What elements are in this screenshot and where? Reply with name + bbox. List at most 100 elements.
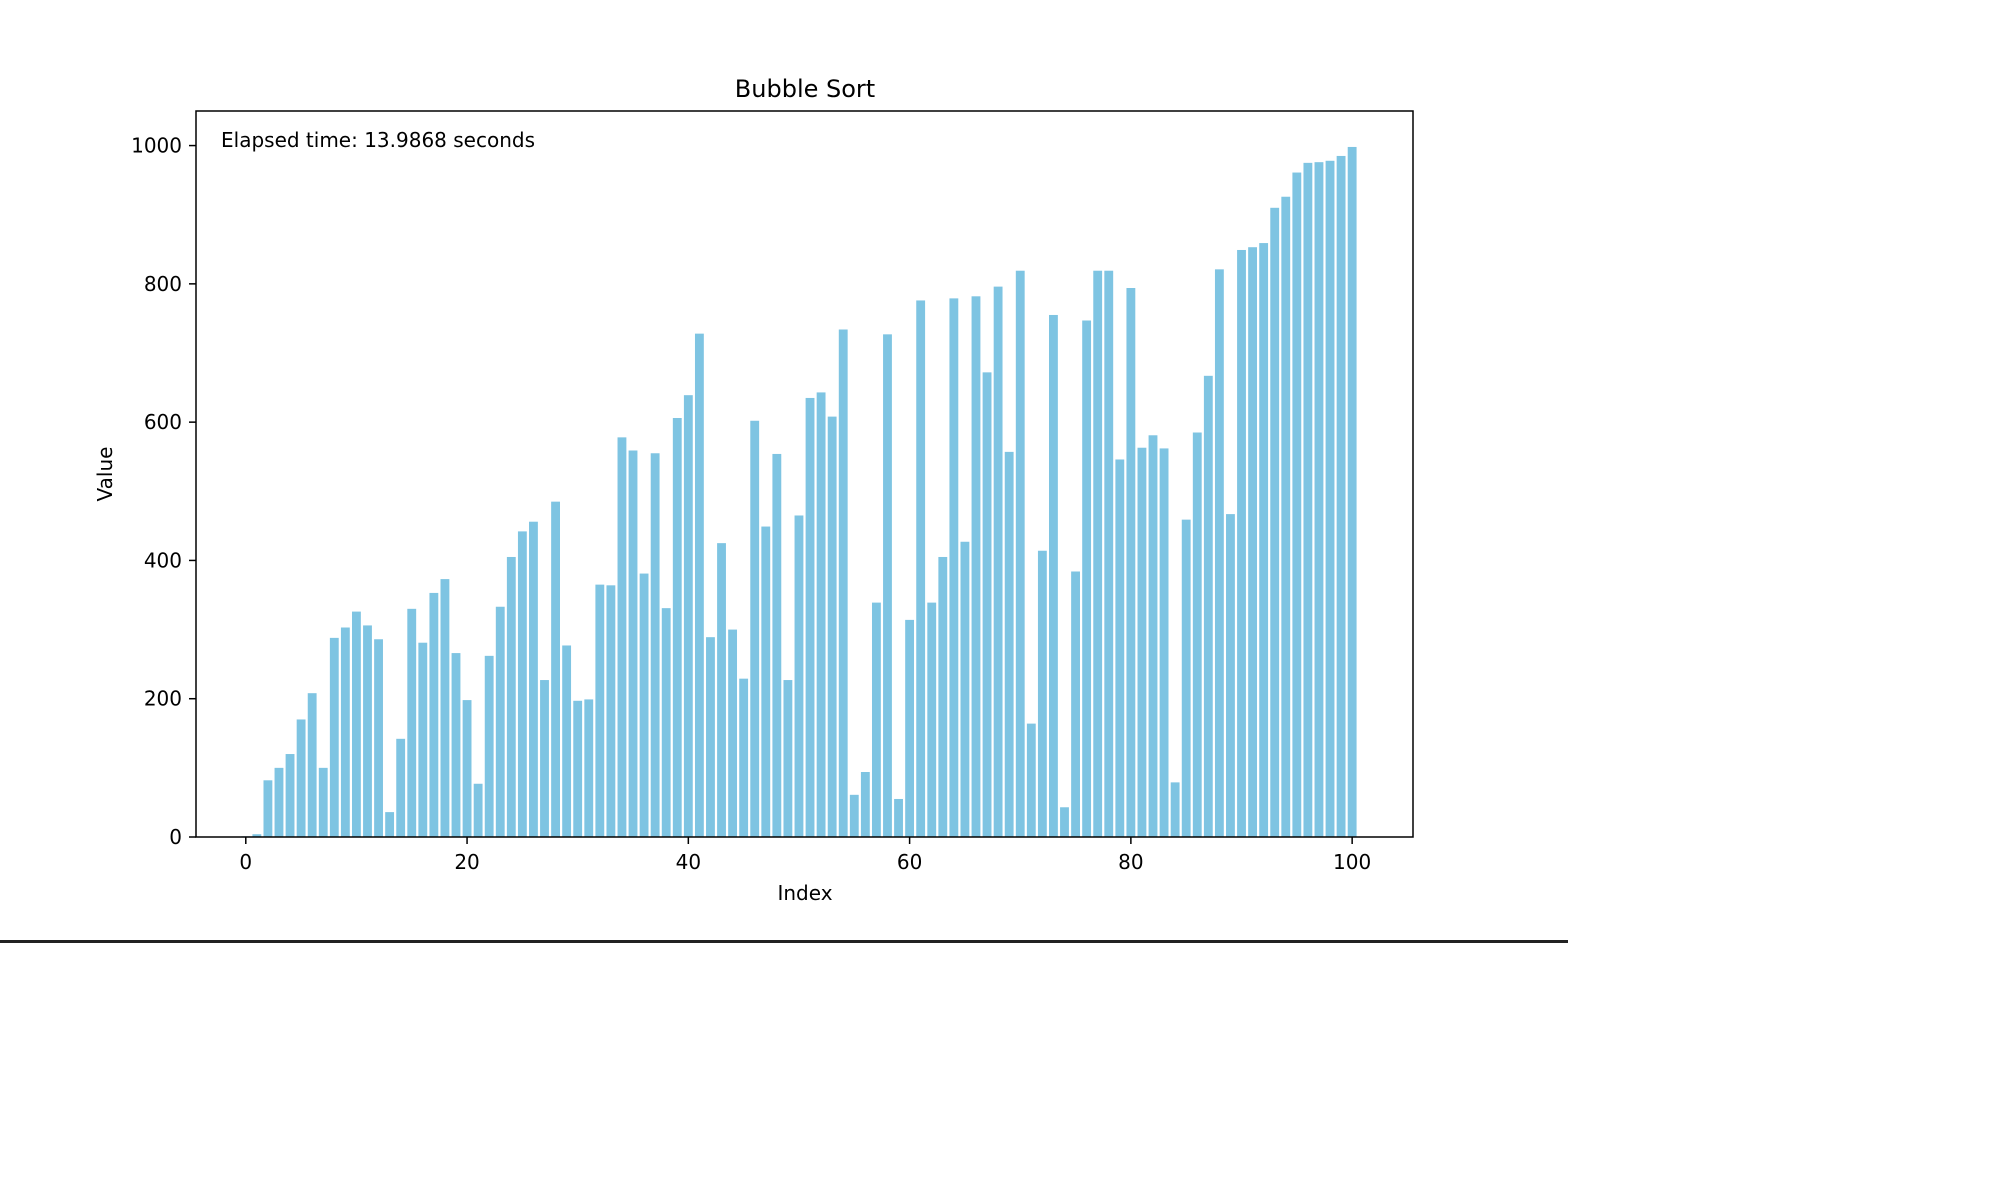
- bar: [1347, 146, 1357, 837]
- bar: [672, 417, 682, 837]
- x-tick-label: 0: [239, 850, 252, 874]
- bar: [517, 531, 527, 837]
- bar: [1159, 448, 1169, 837]
- bar: [451, 653, 461, 837]
- y-tick-label: 0: [169, 825, 182, 849]
- bar: [750, 420, 760, 837]
- bar: [506, 556, 516, 837]
- y-tick-label: 800: [144, 272, 182, 296]
- bar: [871, 602, 881, 837]
- y-tick-label: 1000: [131, 134, 182, 158]
- bar: [1259, 243, 1269, 837]
- bar: [495, 606, 505, 837]
- y-tick-label: 200: [144, 687, 182, 711]
- bar: [551, 501, 560, 837]
- bar: [1270, 207, 1280, 838]
- bar: [1060, 807, 1069, 837]
- bar: [540, 680, 549, 837]
- bar: [263, 780, 273, 837]
- bar: [883, 334, 892, 837]
- bar: [706, 637, 715, 837]
- y-axis: 0 200 400 600 800 1000: [131, 134, 196, 849]
- x-tick-label: 40: [676, 850, 701, 874]
- bar: [728, 629, 738, 837]
- bar: [318, 767, 328, 837]
- bar: [307, 693, 317, 837]
- bar: [1192, 432, 1202, 837]
- x-tick-label: 60: [897, 850, 922, 874]
- bar: [1104, 270, 1114, 838]
- bar: [650, 453, 660, 837]
- bar: [484, 655, 494, 837]
- bar: [639, 573, 649, 837]
- bar: [1137, 447, 1147, 837]
- bar: [440, 579, 450, 837]
- bar-series: [241, 146, 1357, 838]
- bar: [462, 700, 472, 837]
- bar: [573, 700, 583, 837]
- bar: [794, 515, 804, 837]
- bar: [938, 556, 948, 837]
- bar: [905, 619, 915, 837]
- elapsed-time-annotation: Elapsed time: 13.9868 seconds: [221, 128, 535, 152]
- bar: [617, 437, 627, 837]
- bar: [971, 296, 981, 837]
- bar: [351, 611, 361, 837]
- x-axis-label: Index: [777, 881, 832, 905]
- bar: [1049, 314, 1058, 837]
- bar: [816, 392, 826, 837]
- bar: [960, 541, 970, 837]
- bar: [1181, 519, 1191, 837]
- y-tick-label: 400: [144, 548, 182, 572]
- bar: [1004, 451, 1014, 837]
- bar: [927, 602, 937, 837]
- bar: [1170, 782, 1180, 837]
- bar: [340, 627, 350, 837]
- plot-area-frame: [195, 110, 1414, 838]
- x-tick-label: 100: [1333, 850, 1371, 874]
- bar: [274, 767, 284, 837]
- bar: [860, 772, 870, 837]
- bar: [628, 450, 638, 837]
- bar: [407, 608, 417, 837]
- bar: [418, 642, 428, 837]
- bar: [1126, 288, 1136, 837]
- bar: [894, 798, 903, 837]
- bar: [761, 526, 771, 837]
- bar: [1314, 162, 1324, 837]
- bar: [1115, 459, 1125, 837]
- bar: [1015, 270, 1025, 838]
- bar: [717, 543, 726, 837]
- bar: [993, 286, 1003, 837]
- bar: [584, 699, 594, 837]
- chart-title: Bubble Sort: [735, 75, 875, 103]
- bar: [739, 678, 749, 837]
- bar: [783, 680, 793, 837]
- bar: [385, 812, 395, 837]
- bar: [606, 585, 616, 837]
- bar: [1203, 375, 1213, 837]
- bar: [1325, 160, 1335, 838]
- bar: [1071, 571, 1080, 837]
- bottom-border-line: [0, 940, 1568, 943]
- x-tick-label: 20: [454, 850, 479, 874]
- bar: [827, 416, 837, 837]
- bar: [949, 298, 959, 837]
- bar: [1281, 196, 1291, 838]
- bar: [1237, 249, 1246, 837]
- bar: [1292, 172, 1302, 838]
- bar: [473, 783, 483, 837]
- bar: [772, 453, 782, 837]
- bar: [683, 395, 693, 837]
- bar: [1148, 435, 1158, 837]
- bar: [1248, 247, 1258, 837]
- bar: [374, 639, 383, 837]
- bar: [363, 625, 372, 837]
- bar: [661, 608, 671, 837]
- bar: [1303, 162, 1313, 837]
- bar: [529, 521, 538, 837]
- chart-figure: Bubble Sort 0 20 40 60 80 100 0 200 400 600 800 10…: [93, 75, 1414, 905]
- bar: [1093, 270, 1103, 838]
- bar: [838, 329, 848, 837]
- bar: [595, 584, 605, 837]
